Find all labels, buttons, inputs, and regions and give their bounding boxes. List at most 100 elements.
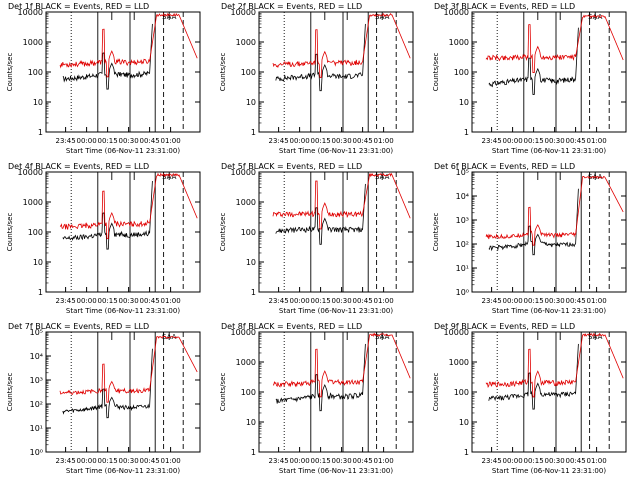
x-axis-label: Start Time (06-Nov-11 23:31:00): [279, 307, 393, 315]
x-axis-label: Start Time (06-Nov-11 23:31:00): [492, 147, 606, 155]
x-tick-label: 23:45: [482, 297, 502, 305]
x-tick-label: 01:00: [374, 297, 394, 305]
panel-plot: Det 3f BLACK = Events, RED = LLD 1 10 100 10…: [432, 2, 627, 155]
series-events-line: [62, 348, 153, 419]
x-tick-label: 00:30: [332, 457, 352, 465]
series-events-line: [62, 181, 153, 250]
y-tick-label: 10000: [444, 8, 469, 17]
y-tick-label: 1: [251, 448, 256, 457]
x-tick-label: 00:15: [98, 137, 118, 145]
y-tick-label: 1: [464, 448, 469, 457]
panel-plot: Det 5f BLACK = Events, RED = LLD 1 10 100 10…: [219, 162, 414, 315]
y-tick-label: 10: [33, 258, 43, 267]
axes-frame: [471, 331, 627, 453]
series-lld-line: [485, 175, 624, 246]
y-tick-label: 10: [459, 98, 469, 107]
x-tick-label: 23:45: [56, 457, 76, 465]
x-tick-label: 00:00: [77, 137, 97, 145]
x-tick-label: 00:00: [503, 137, 523, 145]
x-tick-label: 00:30: [545, 137, 565, 145]
panel-title: Det 8f BLACK = Events, RED = LLD: [221, 322, 362, 331]
x-tick-label: 23:45: [56, 297, 76, 305]
saa-label: SAA: [375, 333, 390, 341]
x-tick-label: 00:00: [77, 457, 97, 465]
y-tick-label: 10000: [231, 328, 256, 337]
x-tick-label: 23:45: [269, 297, 289, 305]
x-tick-label: 00:15: [98, 297, 118, 305]
axes-frame: [471, 171, 627, 293]
y-axis-label: Counts/sec: [6, 373, 14, 412]
panel-plot: Det 9f BLACK = Events, RED = LLD 1 10 100 10…: [432, 322, 627, 475]
y-tick-label: 10³: [456, 216, 469, 225]
detector-panel: Det 3f BLACK = Events, RED = LLD 1 10 100 10…: [426, 0, 639, 160]
x-tick-label: 00:45: [140, 297, 160, 305]
y-tick-label: 10000: [231, 8, 256, 17]
y-axis-label: Counts/sec: [432, 213, 440, 252]
series-lld-line: [59, 335, 198, 403]
panel-plot: Det 7f BLACK = Events, RED = LLD 10⁰ 10¹ 10…: [6, 322, 201, 475]
x-axis-label: Start Time (06-Nov-11 23:31:00): [492, 467, 606, 475]
x-tick-label: 00:30: [545, 457, 565, 465]
x-tick-label: 01:00: [161, 457, 181, 465]
x-tick-label: 00:30: [119, 137, 139, 145]
y-axis-label: Counts/sec: [6, 213, 14, 252]
saa-label: SAA: [375, 13, 390, 21]
series-events-line: [488, 27, 579, 95]
x-tick-label: 00:15: [98, 457, 118, 465]
y-tick-label: 1000: [236, 358, 256, 367]
saa-label: SAA: [162, 333, 177, 341]
y-tick-label: 10: [246, 258, 256, 267]
detector-panel: Det 9f BLACK = Events, RED = LLD 1 10 100 10…: [426, 320, 639, 480]
x-tick-label: 00:45: [566, 297, 586, 305]
y-tick-label: 10000: [18, 8, 43, 17]
x-axis-label: Start Time (06-Nov-11 23:31:00): [66, 147, 180, 155]
x-tick-label: 23:45: [482, 137, 502, 145]
y-tick-label: 10⁰: [30, 448, 43, 457]
x-tick-label: 01:00: [587, 457, 607, 465]
y-tick-label: 100: [454, 388, 469, 397]
y-tick-label: 10000: [444, 328, 469, 337]
x-tick-label: 23:45: [269, 457, 289, 465]
series-events-line: [275, 183, 366, 245]
y-axis-label: Counts/sec: [219, 373, 227, 412]
y-tick-label: 1: [251, 288, 256, 297]
y-tick-label: 1000: [23, 38, 43, 47]
x-axis-label: Start Time (06-Nov-11 23:31:00): [66, 307, 180, 315]
x-tick-label: 00:00: [77, 297, 97, 305]
series-events-line: [275, 343, 366, 412]
x-tick-label: 00:00: [503, 457, 523, 465]
axes-frame: [45, 331, 201, 453]
x-tick-label: 01:00: [587, 297, 607, 305]
y-tick-label: 1000: [23, 198, 43, 207]
detector-panel: Det 5f BLACK = Events, RED = LLD 1 10 100 10…: [213, 160, 426, 320]
y-tick-label: 10⁰: [456, 288, 469, 297]
panel-plot: Det 8f BLACK = Events, RED = LLD 1 10 100 10…: [219, 322, 414, 475]
detector-panel: Det 1f BLACK = Events, RED = LLD 1 10 100 10…: [0, 0, 213, 160]
y-axis-label: Counts/sec: [432, 53, 440, 92]
axes-frame: [258, 11, 414, 133]
x-tick-label: 01:00: [161, 297, 181, 305]
panel-plot: Det 2f BLACK = Events, RED = LLD 1 10 100 10…: [219, 2, 414, 155]
x-axis-label: Start Time (06-Nov-11 23:31:00): [279, 467, 393, 475]
x-tick-label: 01:00: [161, 137, 181, 145]
detector-panel: Det 7f BLACK = Events, RED = LLD 10⁰ 10¹ 10…: [0, 320, 213, 480]
detector-panel: Det 6f BLACK = Events, RED = LLD 10⁰ 10¹ 10…: [426, 160, 639, 320]
x-tick-label: 00:45: [140, 457, 160, 465]
x-tick-label: 00:45: [353, 297, 373, 305]
x-tick-label: 23:45: [482, 457, 502, 465]
panel-title: Det 9f BLACK = Events, RED = LLD: [434, 322, 575, 331]
y-tick-label: 10: [246, 418, 256, 427]
y-tick-label: 1000: [449, 358, 469, 367]
panel-title: Det 2f BLACK = Events, RED = LLD: [221, 2, 362, 11]
series-lld-line: [272, 332, 411, 398]
y-tick-label: 100: [241, 228, 256, 237]
y-tick-label: 100: [454, 68, 469, 77]
panel-title: Det 6f BLACK = Events, RED = LLD: [434, 162, 575, 171]
series-lld-line: [59, 12, 198, 78]
series-events-line: [62, 23, 153, 90]
y-tick-label: 10000: [231, 168, 256, 177]
x-axis-label: Start Time (06-Nov-11 23:31:00): [66, 467, 180, 475]
x-tick-label: 01:00: [374, 457, 394, 465]
y-tick-label: 10: [246, 98, 256, 107]
axes-frame: [45, 11, 201, 133]
